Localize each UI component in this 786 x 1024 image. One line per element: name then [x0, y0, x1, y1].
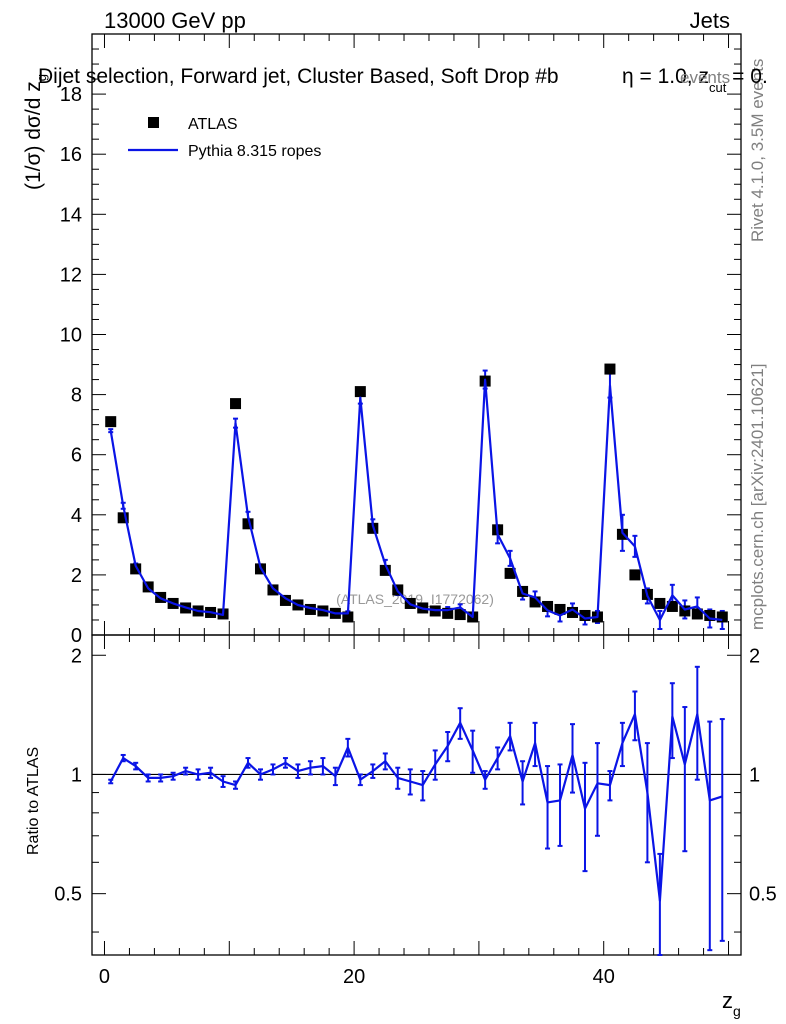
atlas-data-point — [304, 603, 316, 615]
atlas-data-point — [130, 563, 142, 575]
ratio-y-ticks: 0.5 0.5 1 1 2 2 — [54, 645, 777, 933]
plot-title: Dijet selection, Forward jet, Cluster Ba… — [38, 65, 559, 88]
atlas-data-point — [567, 606, 579, 618]
atlas-data-point — [105, 416, 117, 428]
plot-title-overlap: events — [680, 68, 730, 87]
main-y-tick-label: 18 — [60, 84, 82, 106]
plot-title-sub: cut — [709, 80, 727, 95]
main-x-ticks — [103, 34, 730, 635]
ratio-y-tick-label-right: 1 — [749, 764, 760, 786]
main-y-axis-label-sub: g — [34, 74, 49, 81]
atlas-data-point — [379, 564, 391, 576]
ratio-y-axis-label: Ratio to ATLAS — [25, 747, 42, 855]
atlas-data-point — [654, 597, 666, 609]
rivet-label: Rivet 4.1.0, 3.5M events — [748, 59, 767, 242]
main-y-axis-label: (1/σ) dσ/d zg — [22, 74, 49, 190]
ratio-plot-frame — [91, 634, 742, 956]
plot-title-eta: η = 1.0, z — [622, 65, 709, 88]
ratio-y-tick-label-right: 0.5 — [749, 884, 777, 906]
x-axis-label: zg — [722, 988, 741, 1019]
x-axis-label-main: z — [722, 988, 733, 1013]
atlas-data-point — [454, 609, 466, 621]
ratio-panel: 0.5 0.5 1 1 2 2 0 20 40 Ratio to ATLAS zg — [25, 634, 777, 1019]
main-y-tick-label: 12 — [60, 264, 82, 286]
atlas-data-point — [230, 398, 242, 410]
ratio-y-tick-label-left: 0.5 — [54, 884, 82, 906]
x-axis-label-sub: g — [733, 1003, 741, 1019]
atlas-data-point — [354, 386, 366, 398]
main-y-tick-label: 6 — [71, 445, 82, 467]
ratio-error-bars — [108, 665, 725, 956]
main-y-tick-label: 0 — [71, 625, 82, 647]
main-y-tick-label: 2 — [71, 565, 82, 587]
atlas-data-point — [604, 363, 616, 375]
ratio-x-tick-label: 40 — [593, 966, 615, 988]
ratio-x-tick-label: 0 — [99, 966, 110, 988]
atlas-data-point — [279, 594, 291, 606]
ratio-x-tick-label: 20 — [343, 966, 365, 988]
atlas-data-point — [554, 603, 566, 615]
ratio-y-tick-label-left: 1 — [71, 764, 82, 786]
atlas-data-point — [117, 512, 129, 524]
main-y-tick-label: 16 — [60, 144, 82, 166]
atlas-data-point — [267, 584, 279, 596]
atlas-data-point — [679, 605, 691, 617]
atlas-data-point — [691, 608, 703, 620]
atlas-data-point — [542, 600, 554, 612]
main-y-tick-label: 8 — [71, 385, 82, 407]
atlas-data-points — [105, 363, 728, 623]
atlas-data-point — [704, 609, 716, 621]
atlas-data-point — [242, 518, 254, 530]
ratio-y-tick-label-right: 2 — [749, 645, 760, 667]
ratio-y-tick-label-left: 2 — [71, 645, 82, 667]
plot-title-tail: = 0. — [726, 65, 767, 88]
plot-title-main: Dijet selection, Forward jet, Cluster Ba… — [38, 65, 559, 88]
main-y-tick-label: 14 — [60, 204, 82, 226]
legend-data-label: ATLAS — [188, 116, 238, 133]
ratio-line — [109, 713, 723, 902]
atlas-data-point — [579, 609, 591, 621]
plot-title-eta-part: η = 1.0, zcut = 0. — [622, 65, 768, 95]
legend-mc-label: Pythia 8.315 ropes — [188, 143, 321, 160]
ratio-x-ticks: 0 20 40 — [99, 635, 730, 988]
atlas-data-point — [529, 596, 541, 608]
mcplots-label: mcplots.cern.ch [arXiv:2401.10621] — [748, 364, 767, 630]
atlas-data-point — [666, 600, 678, 612]
atlas-data-point — [629, 569, 641, 581]
header-left: 13000 GeV pp — [104, 8, 246, 33]
legend-data-marker — [148, 117, 159, 128]
main-y-axis-label-main: (1/σ) dσ/d z — [22, 81, 45, 190]
header-right: Jets — [690, 8, 730, 33]
atlas-data-point — [716, 611, 728, 623]
mc-line — [109, 378, 723, 622]
atlas-data-point — [442, 607, 454, 619]
main-y-ticks: 0 2 4 6 8 10 12 14 16 18 — [60, 33, 741, 647]
main-y-tick-label: 10 — [60, 325, 82, 347]
atlas-data-point — [342, 611, 354, 623]
atlas-data-point — [504, 567, 516, 579]
legend: ATLAS Pythia 8.315 ropes — [128, 116, 321, 160]
main-y-tick-label: 4 — [71, 505, 82, 527]
